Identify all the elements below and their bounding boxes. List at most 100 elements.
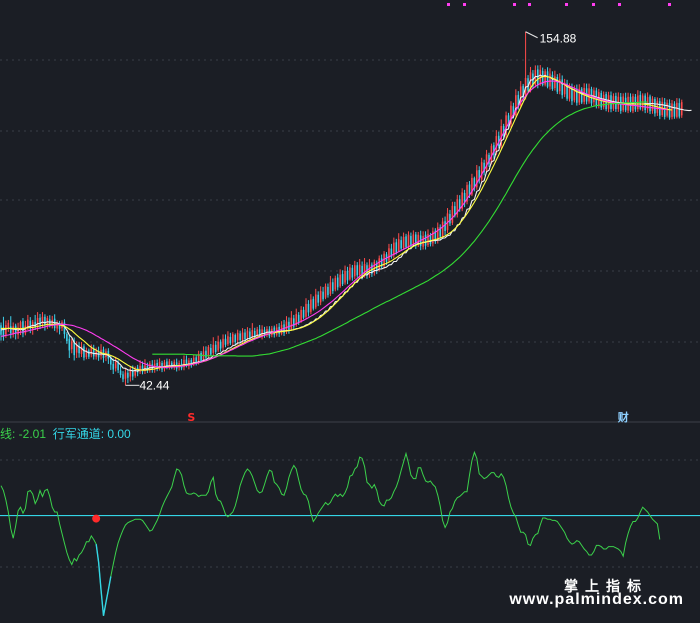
candle-body: [85, 350, 88, 358]
moving-average-lines: [0, 74, 692, 372]
candle-body: [27, 319, 29, 327]
candle-body: [444, 221, 446, 231]
candle-body: [127, 372, 129, 378]
signal-marker: [513, 3, 516, 6]
indicator-lines: [0, 450, 700, 616]
candle-body: [651, 98, 654, 111]
candle-body: [232, 334, 234, 343]
candle-body: [293, 318, 295, 327]
candle-body: [124, 372, 127, 379]
candle-body: [434, 230, 437, 242]
candle-body: [571, 87, 573, 102]
candle-body: [7, 322, 10, 328]
candle-body: [200, 352, 202, 362]
candle-body: [58, 323, 61, 329]
candle-body: [446, 213, 449, 231]
candle-body: [149, 363, 151, 371]
candle-body: [324, 286, 327, 298]
candle-body: [561, 79, 563, 96]
candle-body: [263, 329, 266, 336]
candle-body: [0, 325, 2, 335]
candle-body: [436, 227, 439, 241]
candle-body: [63, 322, 66, 335]
candle-body: [112, 363, 115, 370]
candle-body: [319, 291, 322, 303]
candle-body: [56, 322, 58, 329]
signal-dot: [92, 514, 101, 523]
candle-body: [397, 239, 400, 251]
candle-body: [668, 103, 671, 118]
candle-body: [17, 327, 19, 335]
candle-body: [471, 177, 473, 195]
candle-body: [554, 76, 556, 88]
candle-body: [458, 199, 461, 210]
candle-body: [551, 74, 554, 89]
candle-body: [41, 316, 44, 324]
candle-body: [302, 309, 305, 318]
candle-body: [244, 332, 246, 340]
candle-body: [644, 95, 646, 110]
candle-body: [122, 374, 124, 380]
candle-body: [415, 234, 417, 246]
signal-marker: [528, 3, 531, 6]
candle-body: [192, 357, 195, 365]
candle-body: [510, 105, 512, 125]
candle-body: [327, 286, 329, 296]
signal-marker: [668, 3, 671, 6]
candle-body: [310, 299, 312, 312]
max-price-label: 154.88: [540, 32, 577, 46]
moving-average-line: [0, 80, 668, 368]
candle-body: [83, 346, 85, 358]
candle-body: [556, 77, 559, 92]
candle-body: [197, 353, 200, 363]
candle-body: [51, 319, 54, 326]
candle-body: [317, 294, 319, 303]
candle-body: [114, 361, 117, 369]
candle-body: [680, 102, 683, 116]
signal-marker: [618, 3, 621, 6]
candle-body: [502, 126, 505, 137]
candle-body: [19, 322, 22, 330]
candle-body: [417, 234, 420, 245]
candle-body: [427, 233, 429, 246]
price-marker: S: [187, 411, 195, 424]
candle-body: [368, 264, 371, 275]
candle-body: [188, 360, 190, 367]
candle-body: [29, 320, 32, 329]
candle-body: [131, 370, 134, 377]
max-price-pointer: [525, 31, 538, 39]
candle-body: [388, 248, 390, 261]
candle-body: [44, 316, 46, 325]
candle-body: [195, 357, 197, 364]
candle-body: [305, 303, 307, 317]
candle-body: [217, 341, 219, 351]
candle-body: [183, 359, 185, 368]
candle-body: [671, 103, 673, 117]
candle-body: [454, 206, 456, 216]
candle-body: [422, 236, 424, 247]
candle-body: [493, 145, 495, 155]
candle-body: [156, 363, 158, 369]
candle-body: [314, 294, 317, 308]
candle-body: [268, 329, 271, 337]
candle-body: [212, 344, 215, 353]
candle-body: [410, 236, 412, 247]
candle-body: [500, 126, 502, 146]
candle-body: [339, 274, 341, 287]
candle-body: [405, 236, 407, 248]
candle-body: [483, 162, 485, 173]
candle-body: [576, 88, 578, 103]
candle-body: [393, 242, 395, 256]
candle-body: [239, 333, 241, 341]
candle-body: [485, 154, 488, 171]
candle-body: [70, 341, 73, 350]
candle-body: [678, 103, 681, 117]
candle-body: [341, 274, 344, 285]
candle-body: [549, 73, 551, 87]
candle-body: [573, 87, 576, 101]
candle-body: [517, 94, 520, 107]
channel-label: 行军通道: 0.00: [52, 427, 131, 441]
candle-body: [210, 347, 212, 355]
